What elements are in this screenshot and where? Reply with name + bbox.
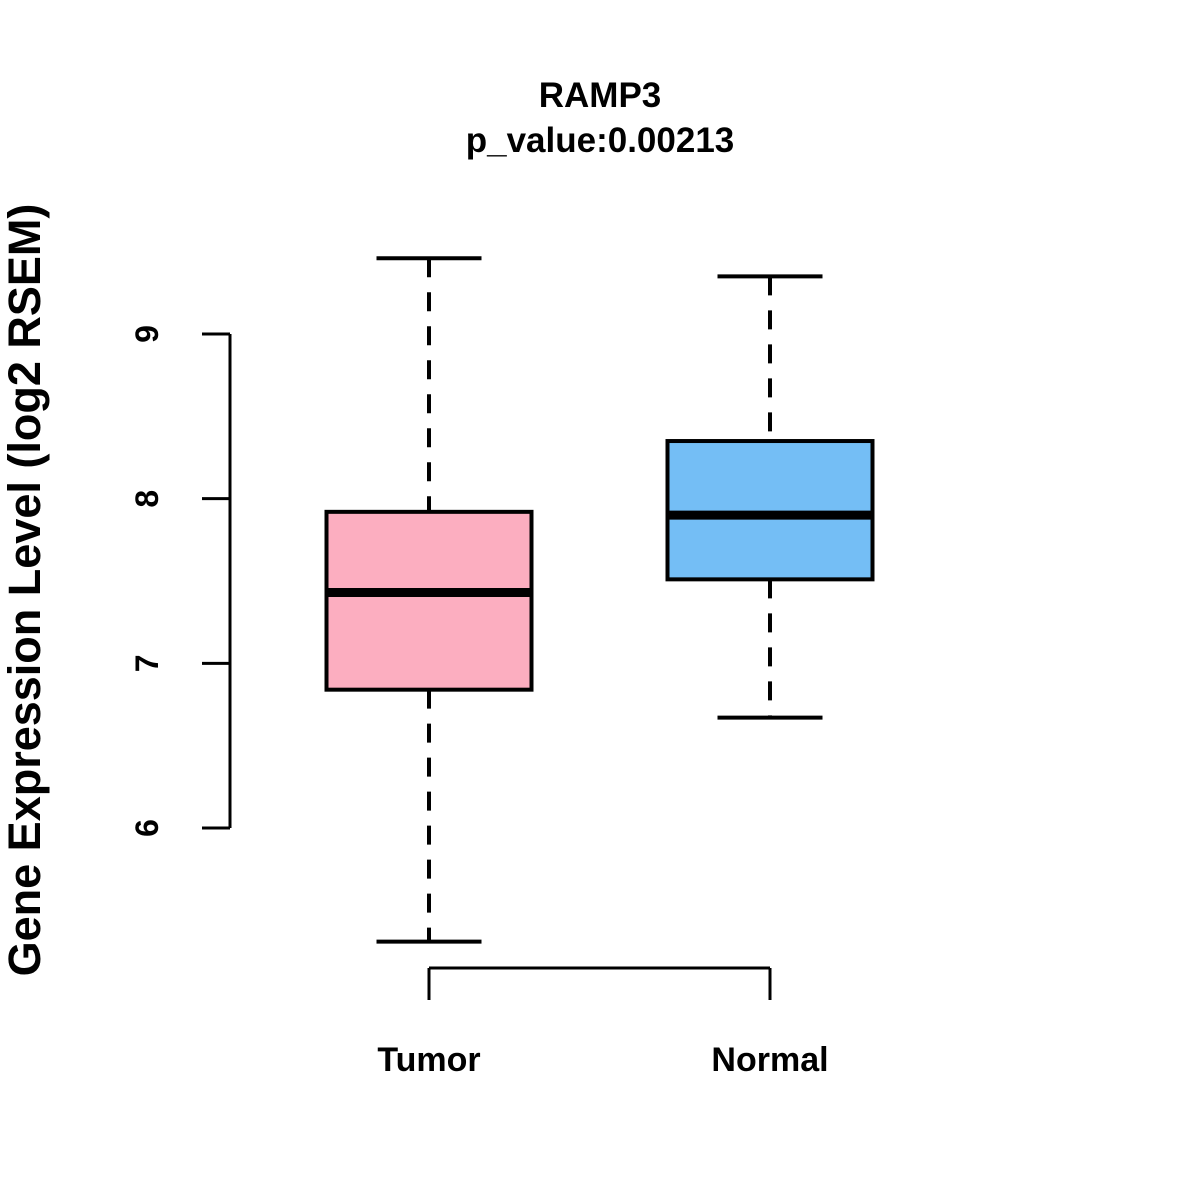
y-axis-title: Gene Expression Level (log2 RSEM) bbox=[0, 204, 50, 977]
y-tick-label: 6 bbox=[129, 819, 165, 837]
box-tumor bbox=[324, 256, 534, 944]
chart-title: RAMP3 bbox=[539, 76, 662, 115]
y-tick-label: 8 bbox=[129, 490, 165, 508]
x-tick-label-tumor: Tumor bbox=[377, 1041, 480, 1079]
box-normal bbox=[665, 274, 875, 720]
y-tick-label: 9 bbox=[129, 325, 165, 343]
iqr-box bbox=[665, 439, 875, 582]
chart-subtitle: p_value:0.00213 bbox=[466, 121, 735, 160]
x-tick-label-normal: Normal bbox=[711, 1041, 828, 1079]
iqr-box bbox=[324, 509, 534, 692]
y-tick-label: 7 bbox=[129, 654, 165, 672]
